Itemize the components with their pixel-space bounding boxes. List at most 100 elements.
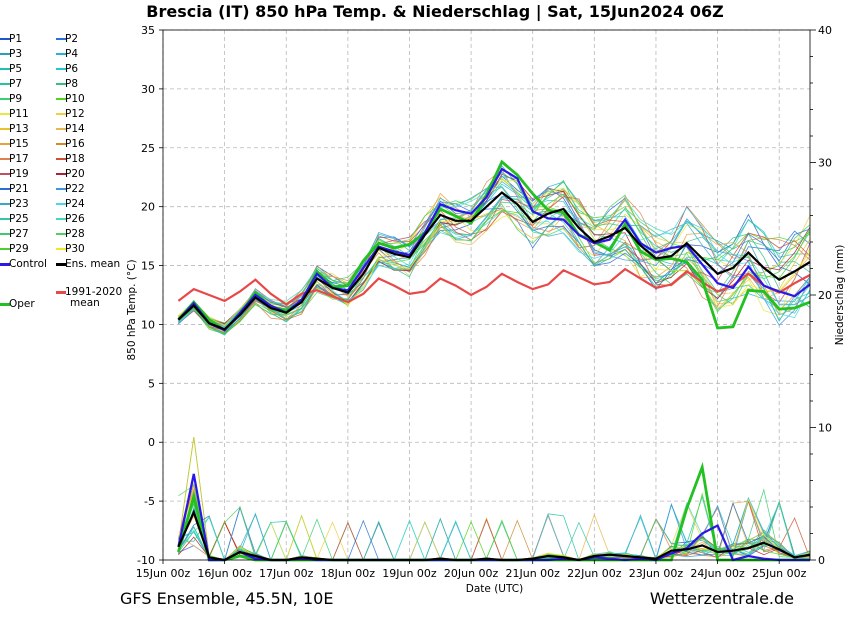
- legend-swatch: [56, 98, 66, 100]
- legend-label: P17: [9, 153, 29, 165]
- legend-swatch: [0, 68, 10, 70]
- legend-swatch: [0, 188, 10, 190]
- legend-label: 1991-2020: [65, 286, 123, 298]
- legend-swatch: [56, 203, 66, 205]
- legend-swatch: [0, 233, 10, 235]
- member-temp-line: [178, 194, 811, 326]
- y2-tick-label: 30: [818, 157, 832, 170]
- grid: [162, 29, 810, 561]
- legend-swatch: [0, 173, 10, 175]
- legend-swatch: [0, 113, 10, 115]
- legend-label: P10: [65, 93, 85, 105]
- legend-swatch: [56, 291, 66, 294]
- legend-label: P7: [9, 78, 23, 90]
- legend-label: P12: [65, 108, 85, 120]
- model-info: GFS Ensemble, 45.5N, 10E: [120, 589, 334, 608]
- legend-label: P4: [65, 48, 79, 60]
- legend-label: P28: [65, 228, 85, 240]
- axes: -10 -5 0 5 10 15 20 25 30 35 0 10 20 30 40 15Jun 00z 16J…: [126, 24, 846, 595]
- legend-swatch: [56, 38, 66, 40]
- legend-swatch: [0, 143, 10, 145]
- legend-swatch: [56, 173, 66, 175]
- legend-swatch: [56, 158, 66, 160]
- legend-swatch: [0, 53, 10, 55]
- legend-swatch: [0, 248, 10, 250]
- legend-swatch: [0, 203, 10, 205]
- ens-mean-temp-line: [177, 191, 811, 331]
- y-axis-title: 850 hPa Temp. (°C): [126, 259, 138, 360]
- y-tick-label: 25: [141, 142, 155, 155]
- x-tick-label: 23Jun 00z: [629, 567, 684, 580]
- oper-precip-line: [177, 461, 810, 562]
- legend-swatch: [56, 248, 66, 250]
- member-temp-line: [178, 186, 811, 327]
- legend-label: P24: [65, 198, 85, 210]
- legend-label: P13: [9, 123, 29, 135]
- x-tick-label: 18Jun 00z: [321, 567, 376, 580]
- member-temp-line: [178, 198, 811, 328]
- y-tick-label: 35: [141, 24, 155, 37]
- x-tick-label: 22Jun 00z: [567, 567, 622, 580]
- legend-swatch: [56, 113, 66, 115]
- x-tick-label: 20Jun 00z: [444, 567, 499, 580]
- member-temp-line: [178, 195, 811, 335]
- y-tick-label: 0: [148, 436, 155, 449]
- legend-label: P14: [65, 123, 85, 135]
- y-tick-label: -10: [137, 554, 155, 567]
- legend-swatch: [56, 263, 66, 266]
- legend-swatch: [0, 303, 10, 306]
- legend-label: P23: [9, 198, 29, 210]
- oper-temp-line: [177, 159, 811, 333]
- y-tick-label: 5: [148, 377, 155, 390]
- x-tick-label: 19Jun 00z: [382, 567, 437, 580]
- legend-label: P3: [9, 48, 23, 60]
- legend-label: P6: [65, 63, 79, 75]
- y-tick-label: 15: [141, 260, 155, 273]
- legend-label: P22: [65, 183, 85, 195]
- y2-tick-label: 0: [818, 554, 825, 567]
- legend-label: P25: [9, 213, 29, 225]
- legend-label: P8: [65, 78, 79, 90]
- y-tick-label: -5: [144, 495, 155, 508]
- legend-label: P18: [65, 153, 85, 165]
- legend-label: P9: [9, 93, 23, 105]
- y2-axis-title: Niederschlag (mm): [834, 245, 846, 346]
- y2-tick-label: 40: [818, 24, 832, 37]
- y-tick-label: 10: [141, 318, 155, 331]
- legend-swatch: [0, 128, 10, 130]
- legend-label-line2: mean: [70, 297, 100, 309]
- legend-label: P16: [65, 138, 85, 150]
- x-tick-label: 17Jun 00z: [259, 567, 314, 580]
- legend-label: Oper: [9, 298, 35, 310]
- legend-swatch: [56, 53, 66, 55]
- legend-label: P5: [9, 63, 23, 75]
- legend-swatch: [56, 83, 66, 85]
- legend-label: P30: [65, 243, 85, 255]
- legend-swatch: [56, 233, 66, 235]
- member-temp-line: [178, 187, 811, 331]
- member-temp-line: [178, 196, 811, 325]
- y-tick-label: 30: [141, 83, 155, 96]
- legend-swatch: [0, 263, 10, 266]
- legend-label: P21: [9, 183, 29, 195]
- legend-swatch: [56, 68, 66, 70]
- x-tick-label: 25Jun 00z: [752, 567, 807, 580]
- y-tick-label: 20: [141, 201, 155, 214]
- x-tick-label: 15Jun 00z: [136, 567, 191, 580]
- legend-label: P15: [9, 138, 29, 150]
- legend-swatch: [56, 218, 66, 220]
- legend-swatch: [56, 128, 66, 130]
- legend-swatch: [0, 83, 10, 85]
- x-tick-label: 24Jun 00z: [690, 567, 745, 580]
- legend-swatch: [56, 143, 66, 145]
- legend-label: P20: [65, 168, 85, 180]
- legend-swatch: [0, 218, 10, 220]
- main-series: [177, 159, 811, 562]
- legend-swatch: [0, 98, 10, 100]
- legend-label: P26: [65, 213, 85, 225]
- legend-swatch: [0, 158, 10, 160]
- legend-swatch: [56, 188, 66, 190]
- legend-label: P1: [9, 33, 23, 45]
- legend-label: Control: [9, 258, 47, 270]
